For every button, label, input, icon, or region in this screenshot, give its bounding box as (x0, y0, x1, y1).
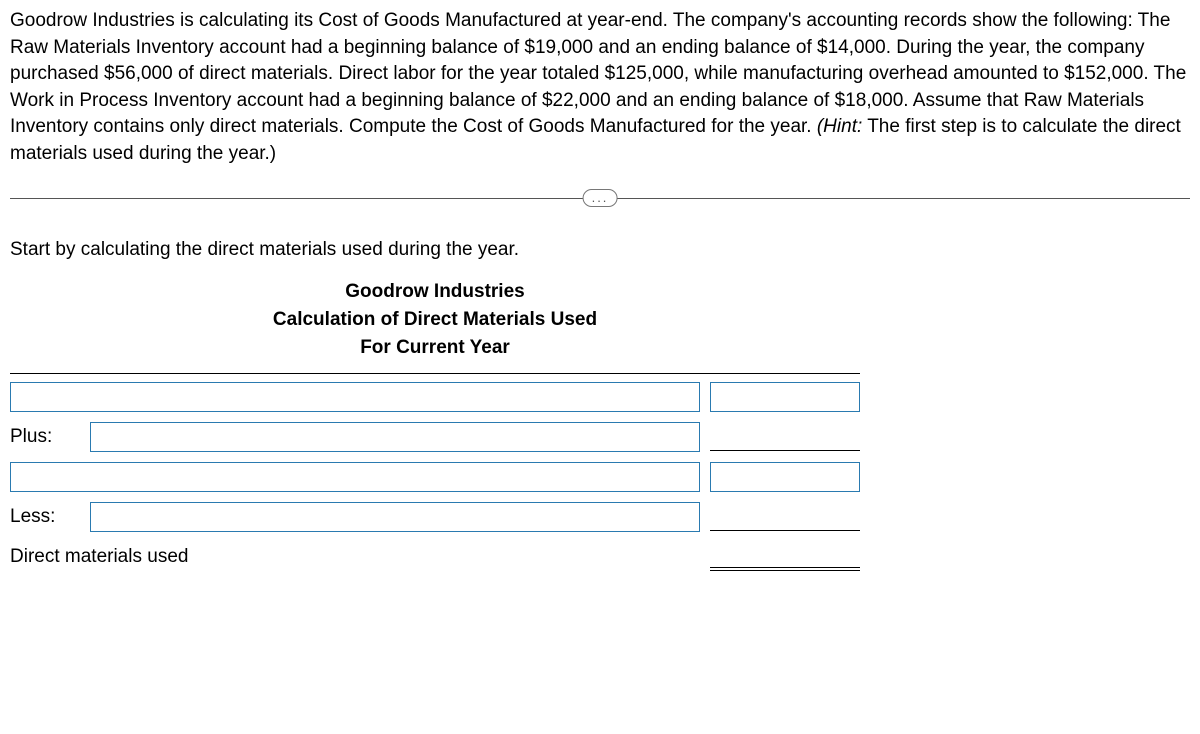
schedule-header: Goodrow Industries Calculation of Direct… (10, 281, 860, 374)
hint-label: (Hint: (817, 116, 862, 137)
result-label: Direct materials used (10, 546, 700, 568)
schedule-period: For Current Year (10, 337, 860, 359)
problem-statement: Goodrow Industries is calculating its Co… (10, 8, 1190, 168)
company-name: Goodrow Industries (10, 281, 860, 303)
divider-ellipsis-icon[interactable]: ... (583, 189, 618, 207)
beginning-desc-input[interactable] (10, 382, 700, 412)
schedule-body: Plus: Less: (10, 380, 860, 574)
result-amount-input[interactable] (710, 543, 860, 571)
row-beginning (10, 380, 860, 414)
section-divider: ... (10, 198, 1190, 199)
row-less: Less: (10, 500, 860, 534)
row-subtotal (10, 460, 860, 494)
calculation-schedule: Goodrow Industries Calculation of Direct… (10, 281, 860, 574)
subtotal-desc-input[interactable] (10, 462, 700, 492)
schedule-title: Calculation of Direct Materials Used (10, 309, 860, 331)
row-result: Direct materials used (10, 540, 860, 574)
less-label: Less: (10, 506, 90, 528)
beginning-amount-input[interactable] (710, 382, 860, 412)
less-amount-input[interactable] (710, 503, 860, 531)
instruction-text: Start by calculating the direct material… (10, 239, 1190, 261)
plus-desc-input[interactable] (90, 422, 700, 452)
plus-amount-input[interactable] (710, 423, 860, 451)
plus-label: Plus: (10, 426, 90, 448)
less-desc-input[interactable] (90, 502, 700, 532)
row-plus: Plus: (10, 420, 860, 454)
subtotal-amount-input[interactable] (710, 462, 860, 492)
